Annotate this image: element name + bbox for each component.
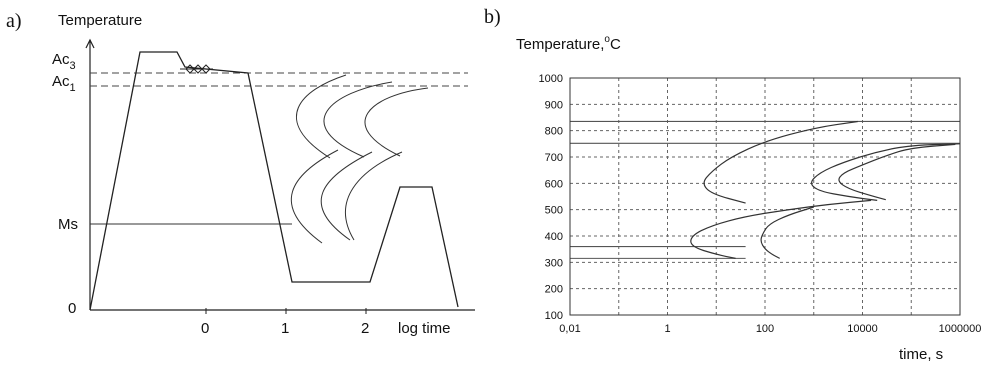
panel-b-x-tick-label: 100 [756, 323, 774, 335]
panel-b-x-axis-title: time, s [899, 346, 943, 363]
panel-b-curve-3 [838, 143, 956, 201]
panel-a-oscillation-markers [180, 64, 213, 74]
panel-a-c-curve [296, 74, 347, 159]
panel-a-x-axis-title: log time [398, 320, 451, 337]
panel-b-y-tick-label: 300 [545, 257, 563, 269]
panel-a-c-curves [290, 74, 429, 244]
panel-b-reference-lines [570, 120, 960, 259]
panel-b-plot-frame [569, 77, 961, 316]
panel-b-curve-4 [690, 199, 872, 259]
panel-b-x-tick-labels: 0,01 1 100 10000 1000000 [559, 323, 981, 335]
panel-b-curve-2 [811, 143, 961, 201]
panel-b-x-tick-label: 0,01 [559, 323, 580, 335]
panel-b-x-tick-label: 10000 [847, 323, 878, 335]
panel-a-x-tick-label-0: 0 [201, 320, 209, 337]
panel-b-curves [690, 120, 961, 259]
panel-a-c-curve [320, 151, 373, 241]
panel-b-grid [570, 78, 960, 315]
panel-b-y-tick-label: 1000 [539, 73, 563, 85]
panel-a-c-curve [344, 151, 403, 241]
panel-a-ac1-label: Ac1 [52, 73, 76, 94]
panel-a-zero-y-label: 0 [68, 300, 76, 317]
panel-a-x-tick-label-2: 2 [361, 320, 369, 337]
panel-b-y-tick-label: 500 [545, 205, 563, 217]
panel-b-curve-5 [760, 206, 814, 259]
panel-a-label: a) [6, 10, 22, 32]
panel-b-x-tick-label: 1000000 [939, 323, 982, 335]
panel-a-c-curve [290, 149, 339, 244]
panel-a-c-curve [323, 81, 393, 158]
panel-a-y-axis-title: Temperature [58, 12, 142, 29]
panel-b-curve-1 [703, 120, 858, 204]
panel-b-y-tick-label: 200 [545, 284, 563, 296]
panel-a: a) Temperature Ac3 Ac1 Ms 0 0 1 2 log ti… [6, 10, 475, 337]
panel-b-y-tick-label: 900 [545, 99, 563, 111]
panel-b-y-tick-label: 400 [545, 231, 563, 243]
panel-a-ms-label: Ms [58, 216, 78, 233]
panel-a-c-curve [364, 87, 429, 157]
panel-a-x-tick-label-1: 1 [281, 320, 289, 337]
panel-a-ac3-label: Ac3 [52, 51, 76, 72]
panel-b-y-tick-labels: 100 200 300 400 500 600 700 800 900 1000 [539, 73, 563, 322]
panel-a-y-axis-arrow [85, 38, 95, 49]
panel-b-y-tick-label: 600 [545, 178, 563, 190]
panel-b-label: b) [484, 6, 501, 28]
panel-b-y-tick-label: 800 [545, 126, 563, 138]
panel-b-y-axis-title: Temperature,oC [516, 34, 621, 53]
panel-b-x-tick-label: 1 [664, 323, 670, 335]
panel-b: b) Temperature,oC time, s 100 200 300 400 50… [484, 6, 981, 363]
panel-b-y-tick-label: 700 [545, 152, 563, 164]
panel-b-y-tick-label: 100 [545, 310, 563, 322]
panel-a-thermal-cycle [89, 51, 459, 311]
